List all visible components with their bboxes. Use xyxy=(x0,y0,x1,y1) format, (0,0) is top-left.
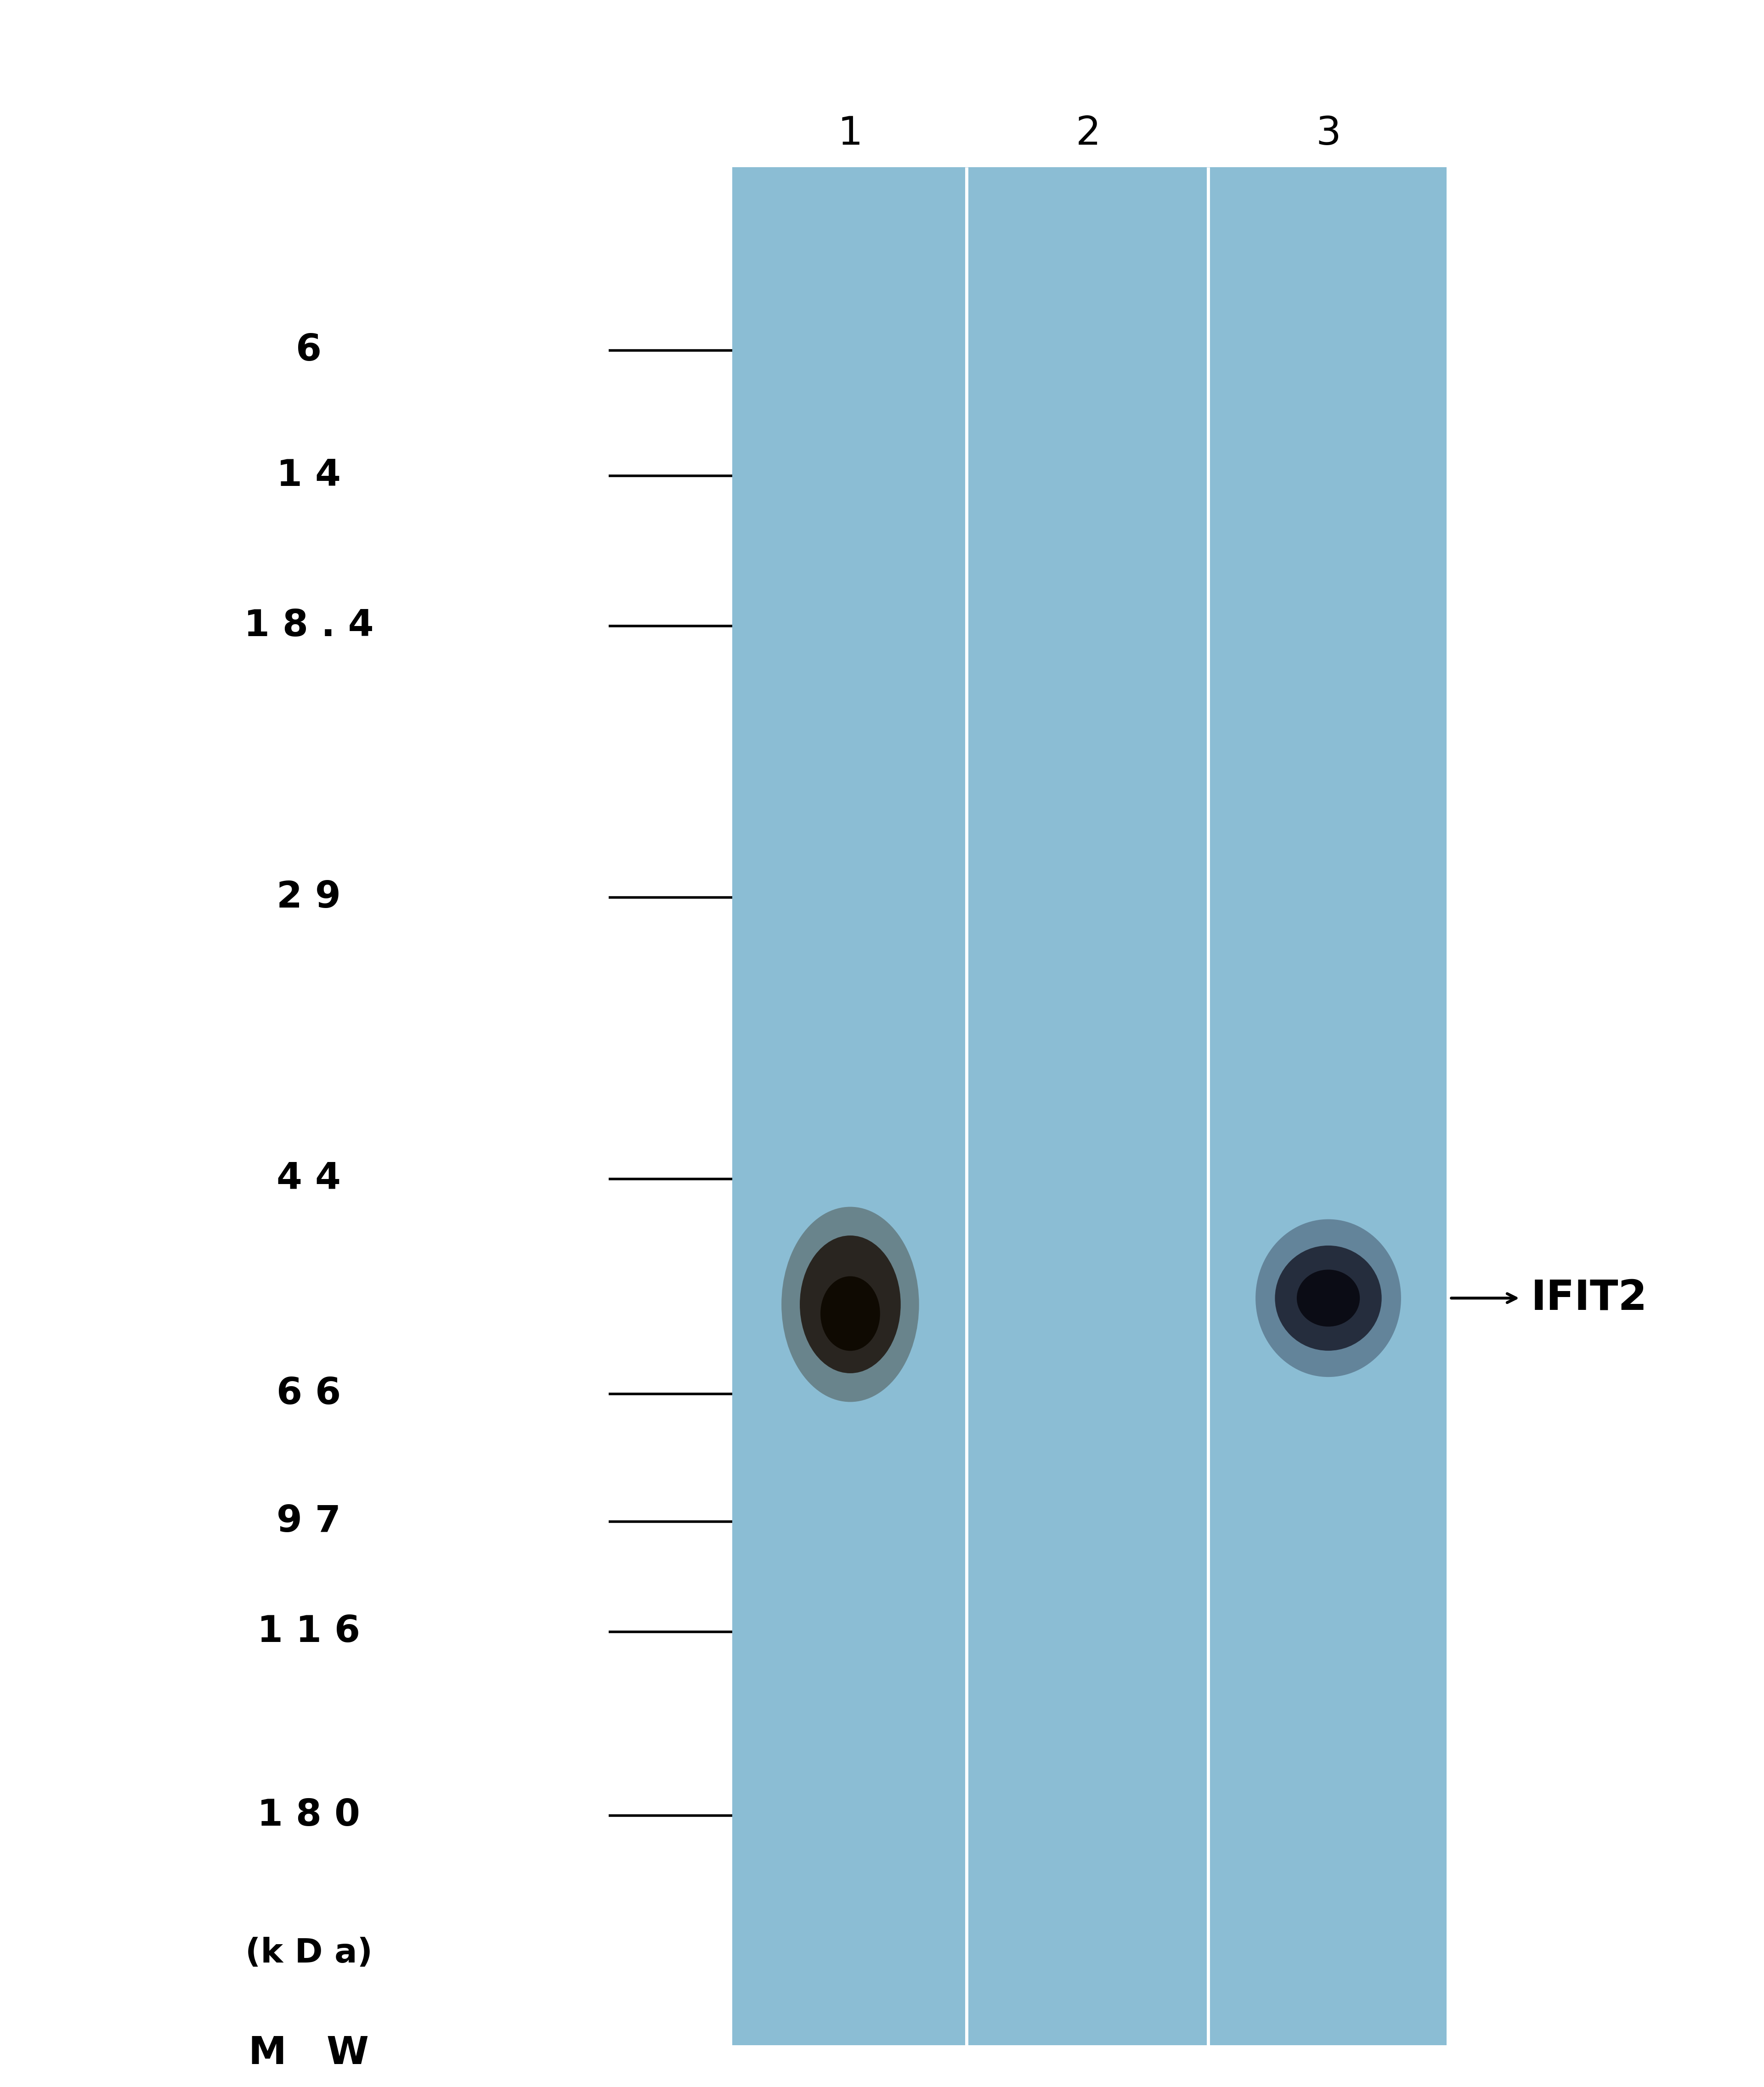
Bar xyxy=(732,167,1446,2045)
Text: 6 6: 6 6 xyxy=(277,1375,340,1413)
Text: (k D a): (k D a) xyxy=(245,1937,372,1970)
Ellipse shape xyxy=(1275,1246,1381,1350)
Ellipse shape xyxy=(1297,1269,1360,1327)
Text: M   W: M W xyxy=(249,2035,369,2072)
Text: 1 8 . 4: 1 8 . 4 xyxy=(243,607,374,645)
Text: 6: 6 xyxy=(296,332,321,369)
Text: 2: 2 xyxy=(1076,115,1101,152)
Text: IFIT2: IFIT2 xyxy=(1531,1277,1648,1319)
Text: 9 7: 9 7 xyxy=(277,1503,340,1540)
Ellipse shape xyxy=(820,1277,880,1350)
Text: 2 9: 2 9 xyxy=(277,879,340,916)
Text: 1 1 6: 1 1 6 xyxy=(258,1613,360,1651)
Ellipse shape xyxy=(799,1236,901,1373)
Text: 1 8 0: 1 8 0 xyxy=(258,1797,360,1834)
Text: 1 4: 1 4 xyxy=(277,457,340,495)
Ellipse shape xyxy=(781,1206,919,1402)
Text: 3: 3 xyxy=(1316,115,1341,152)
Text: 1: 1 xyxy=(838,115,863,152)
Text: 4 4: 4 4 xyxy=(277,1160,340,1198)
Ellipse shape xyxy=(1256,1219,1401,1377)
